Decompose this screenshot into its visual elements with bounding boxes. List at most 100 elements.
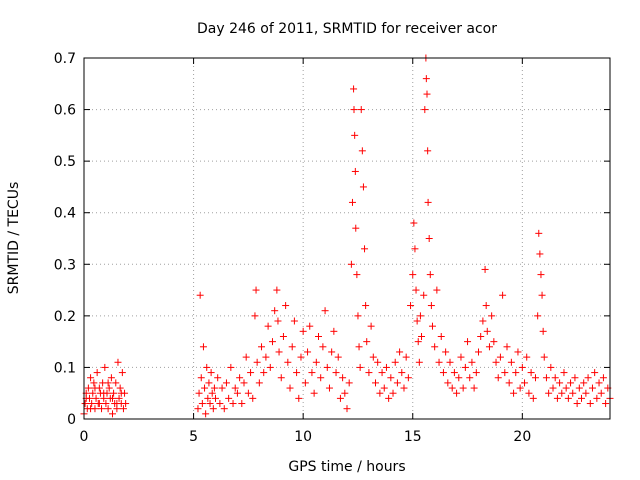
data-point xyxy=(203,363,211,371)
data-point xyxy=(195,389,203,397)
data-point xyxy=(288,343,296,351)
data-point xyxy=(496,353,504,361)
data-point xyxy=(369,353,377,361)
data-point xyxy=(385,394,393,402)
data-point xyxy=(339,374,347,382)
data-point xyxy=(118,369,126,377)
data-point xyxy=(351,167,359,175)
data-point xyxy=(225,394,233,402)
plot-frame xyxy=(83,57,611,420)
data-point xyxy=(396,348,404,356)
data-point xyxy=(356,363,364,371)
data-point xyxy=(196,291,204,299)
data-point xyxy=(477,332,485,340)
data-point xyxy=(274,317,282,325)
data-point xyxy=(359,183,367,191)
data-point xyxy=(398,369,406,377)
data-point xyxy=(93,369,101,377)
data-point xyxy=(266,363,274,371)
data-point xyxy=(422,75,430,83)
data-point xyxy=(382,363,390,371)
data-point xyxy=(104,405,112,413)
data-point xyxy=(105,384,113,392)
data-point xyxy=(115,394,123,402)
data-point xyxy=(365,369,373,377)
data-point xyxy=(297,353,305,361)
data-point xyxy=(214,374,222,382)
data-point xyxy=(315,332,323,340)
data-point xyxy=(206,400,214,408)
x-tick-label: 10 xyxy=(294,429,312,445)
data-point xyxy=(472,369,480,377)
data-point xyxy=(424,198,432,206)
data-point xyxy=(569,389,577,397)
x-axis-label: GPS time / hours xyxy=(288,459,405,475)
data-point xyxy=(249,394,257,402)
data-point xyxy=(244,389,252,397)
data-point xyxy=(354,312,362,320)
data-point xyxy=(310,389,318,397)
data-point xyxy=(268,338,276,346)
data-point xyxy=(312,358,320,366)
data-point xyxy=(108,410,116,418)
data-point xyxy=(201,384,209,392)
data-point xyxy=(529,394,537,402)
data-point xyxy=(260,369,268,377)
data-point xyxy=(475,348,482,356)
data-point xyxy=(423,90,431,98)
data-point xyxy=(488,312,496,320)
data-point xyxy=(416,312,424,320)
data-point xyxy=(348,198,356,206)
data-point xyxy=(560,369,568,377)
data-point xyxy=(91,384,99,392)
data-point xyxy=(503,343,511,351)
data-point xyxy=(273,286,281,294)
data-point xyxy=(108,394,116,402)
data-point xyxy=(435,358,443,366)
data-point xyxy=(330,327,338,335)
data-point xyxy=(494,374,502,382)
data-point xyxy=(367,322,375,330)
data-point xyxy=(88,400,96,408)
data-point xyxy=(539,327,547,335)
data-point xyxy=(112,379,120,387)
x-tick-label: 0 xyxy=(80,429,89,445)
data-point xyxy=(588,384,596,392)
data-point xyxy=(238,400,246,408)
data-point xyxy=(411,245,419,253)
data-point xyxy=(374,358,382,366)
data-point xyxy=(431,343,439,351)
data-point xyxy=(81,400,89,408)
data-point xyxy=(220,405,228,413)
data-point xyxy=(328,348,336,356)
data-point xyxy=(87,405,95,413)
data-point xyxy=(350,106,358,114)
data-point xyxy=(95,400,103,408)
data-point xyxy=(209,405,217,413)
data-point xyxy=(247,369,255,377)
data-point xyxy=(317,374,325,382)
data-point xyxy=(275,348,283,356)
data-point xyxy=(580,379,588,387)
data-point xyxy=(284,358,292,366)
data-point xyxy=(459,384,467,392)
data-point xyxy=(527,369,535,377)
data-point xyxy=(404,374,412,382)
data-point xyxy=(470,384,478,392)
data-point xyxy=(455,374,463,382)
data-point xyxy=(518,363,526,371)
data-point xyxy=(457,353,465,361)
data-point xyxy=(485,343,493,351)
data-point xyxy=(202,410,210,418)
data-point xyxy=(90,379,98,387)
data-point xyxy=(295,394,303,402)
data-point xyxy=(571,374,579,382)
data-point xyxy=(357,106,365,114)
tick-labels: 0 5 10 15 20 0 0.1 0.2 0.3 0.4 0.5 0.6 0.7 xyxy=(54,51,532,445)
data-point xyxy=(84,384,92,392)
data-point xyxy=(198,400,206,408)
data-point xyxy=(389,389,397,397)
data-point xyxy=(521,379,529,387)
data-point xyxy=(545,389,553,397)
data-point xyxy=(523,353,531,361)
